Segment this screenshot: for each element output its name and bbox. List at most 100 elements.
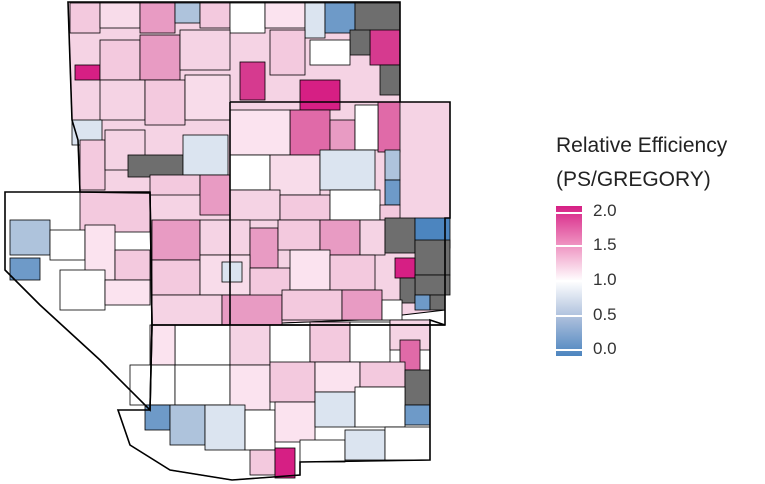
county [269, 361, 316, 403]
county [379, 64, 401, 96]
county [182, 134, 229, 176]
county [354, 2, 401, 32]
county [349, 321, 391, 363]
county [204, 404, 246, 451]
county [299, 79, 341, 111]
county [174, 324, 231, 366]
north-counties [69, 2, 401, 233]
border-south [116, 318, 446, 481]
legend-tick [556, 349, 582, 351]
county [114, 249, 151, 281]
county [349, 29, 371, 56]
county [314, 391, 356, 428]
county [369, 29, 401, 66]
county [414, 239, 451, 276]
county [69, 2, 101, 34]
county [244, 409, 276, 451]
legend-tick-label: 0.5 [593, 305, 617, 324]
legend-tick-label: 1.0 [593, 270, 617, 289]
county [384, 217, 416, 254]
county [229, 2, 266, 34]
county [394, 257, 416, 279]
county [249, 227, 279, 269]
county [319, 149, 376, 191]
county [304, 2, 326, 39]
county [274, 401, 316, 443]
county [404, 404, 431, 426]
legend-tick-label: 0.0 [593, 339, 617, 358]
county [139, 34, 181, 81]
county [149, 324, 176, 366]
county [309, 39, 351, 66]
county [309, 321, 351, 363]
county [329, 254, 376, 291]
county [269, 154, 321, 196]
county [269, 29, 306, 76]
county [179, 29, 231, 71]
county [99, 2, 141, 29]
county [344, 429, 386, 461]
county [229, 109, 291, 156]
county [279, 194, 331, 221]
east-counties [381, 217, 451, 321]
county [324, 2, 356, 34]
county [359, 219, 386, 256]
county [149, 174, 201, 196]
legend-tick [556, 315, 582, 317]
county [289, 249, 331, 291]
county [59, 269, 106, 311]
county [381, 299, 403, 321]
county [49, 229, 86, 261]
county [74, 64, 101, 81]
county [129, 364, 176, 406]
county [384, 149, 401, 181]
county [264, 2, 306, 29]
county [99, 39, 141, 81]
county [314, 361, 361, 393]
county [174, 364, 231, 406]
county [384, 179, 401, 206]
county [144, 79, 186, 126]
county [139, 2, 176, 34]
county [184, 74, 231, 121]
county [169, 404, 206, 446]
county [229, 324, 271, 366]
legend-title-line1: Relative Efficiency [556, 134, 728, 157]
county [104, 279, 151, 306]
legend-tick [556, 212, 582, 214]
county [429, 294, 446, 311]
county [277, 219, 321, 251]
county [9, 257, 41, 281]
legend-tick [556, 245, 582, 247]
county [384, 426, 431, 461]
county [99, 79, 146, 121]
county [239, 61, 266, 101]
county [174, 2, 201, 24]
county [281, 289, 343, 321]
middle-counties [9, 219, 386, 326]
county [414, 294, 431, 311]
county [199, 219, 251, 256]
county [377, 101, 401, 153]
county [341, 289, 383, 321]
south-counties [129, 319, 431, 479]
county [354, 104, 379, 151]
county [404, 369, 431, 406]
county [354, 386, 406, 428]
county [151, 219, 201, 261]
legend-title-line2: (PS/GREGORY) [556, 168, 711, 191]
legend-tick-label: 1.5 [593, 235, 617, 254]
county [151, 259, 201, 296]
county [249, 449, 276, 476]
county [127, 154, 184, 178]
county [229, 189, 281, 221]
county [399, 277, 416, 304]
county [229, 154, 271, 191]
county [79, 139, 106, 191]
county [274, 447, 296, 479]
county [229, 364, 271, 411]
county [221, 294, 283, 326]
county [329, 189, 381, 221]
county [151, 294, 223, 326]
